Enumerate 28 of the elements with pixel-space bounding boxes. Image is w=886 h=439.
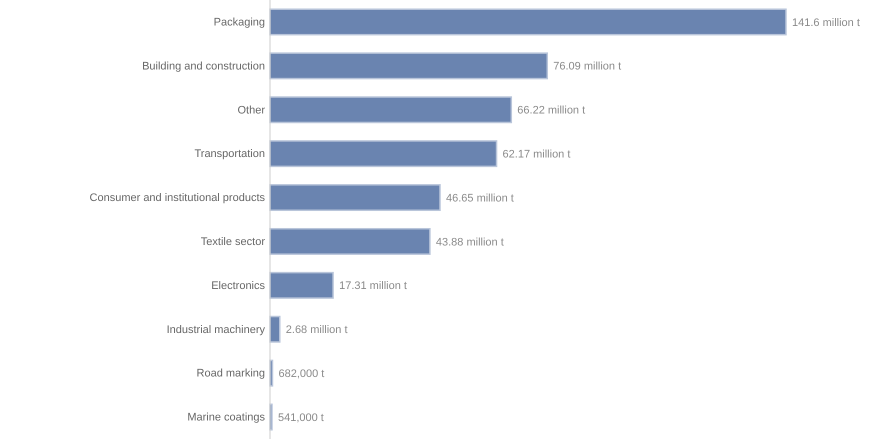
data-label: 541,000 t xyxy=(278,412,324,424)
data-label: 62.17 million t xyxy=(502,148,570,160)
bar xyxy=(269,272,334,299)
y-tick-label: Textile sector xyxy=(200,236,266,248)
y-tick-label: Other xyxy=(237,104,266,116)
data-label: 46.65 million t xyxy=(446,192,514,204)
bar xyxy=(269,140,498,168)
data-label: 2.68 million t xyxy=(286,324,348,336)
bar xyxy=(269,228,431,255)
y-tick-label: Marine coatings xyxy=(187,412,266,424)
data-label: 43.88 million t xyxy=(436,236,504,248)
y-tick-label: Consumer and institutional products xyxy=(90,192,266,204)
y-tick-label: Road marking xyxy=(196,368,265,380)
data-label: 682,000 t xyxy=(278,368,324,380)
y-tick-label: Packaging xyxy=(214,16,265,28)
bar xyxy=(269,52,548,80)
y-tick-label: Building and construction xyxy=(142,60,265,72)
data-label: 17.31 million t xyxy=(339,280,407,292)
bar xyxy=(269,184,441,212)
data-label: 66.22 million t xyxy=(517,104,586,117)
data-label: 141.6 million t xyxy=(792,16,860,29)
bar xyxy=(269,96,512,124)
data-label: 76.09 million t xyxy=(553,60,622,73)
y-tick-label: Transportation xyxy=(194,148,265,160)
y-tick-label: Electronics xyxy=(211,280,266,292)
y-tick-label: Industrial machinery xyxy=(166,324,266,336)
bar xyxy=(269,316,281,343)
bar xyxy=(269,8,787,36)
